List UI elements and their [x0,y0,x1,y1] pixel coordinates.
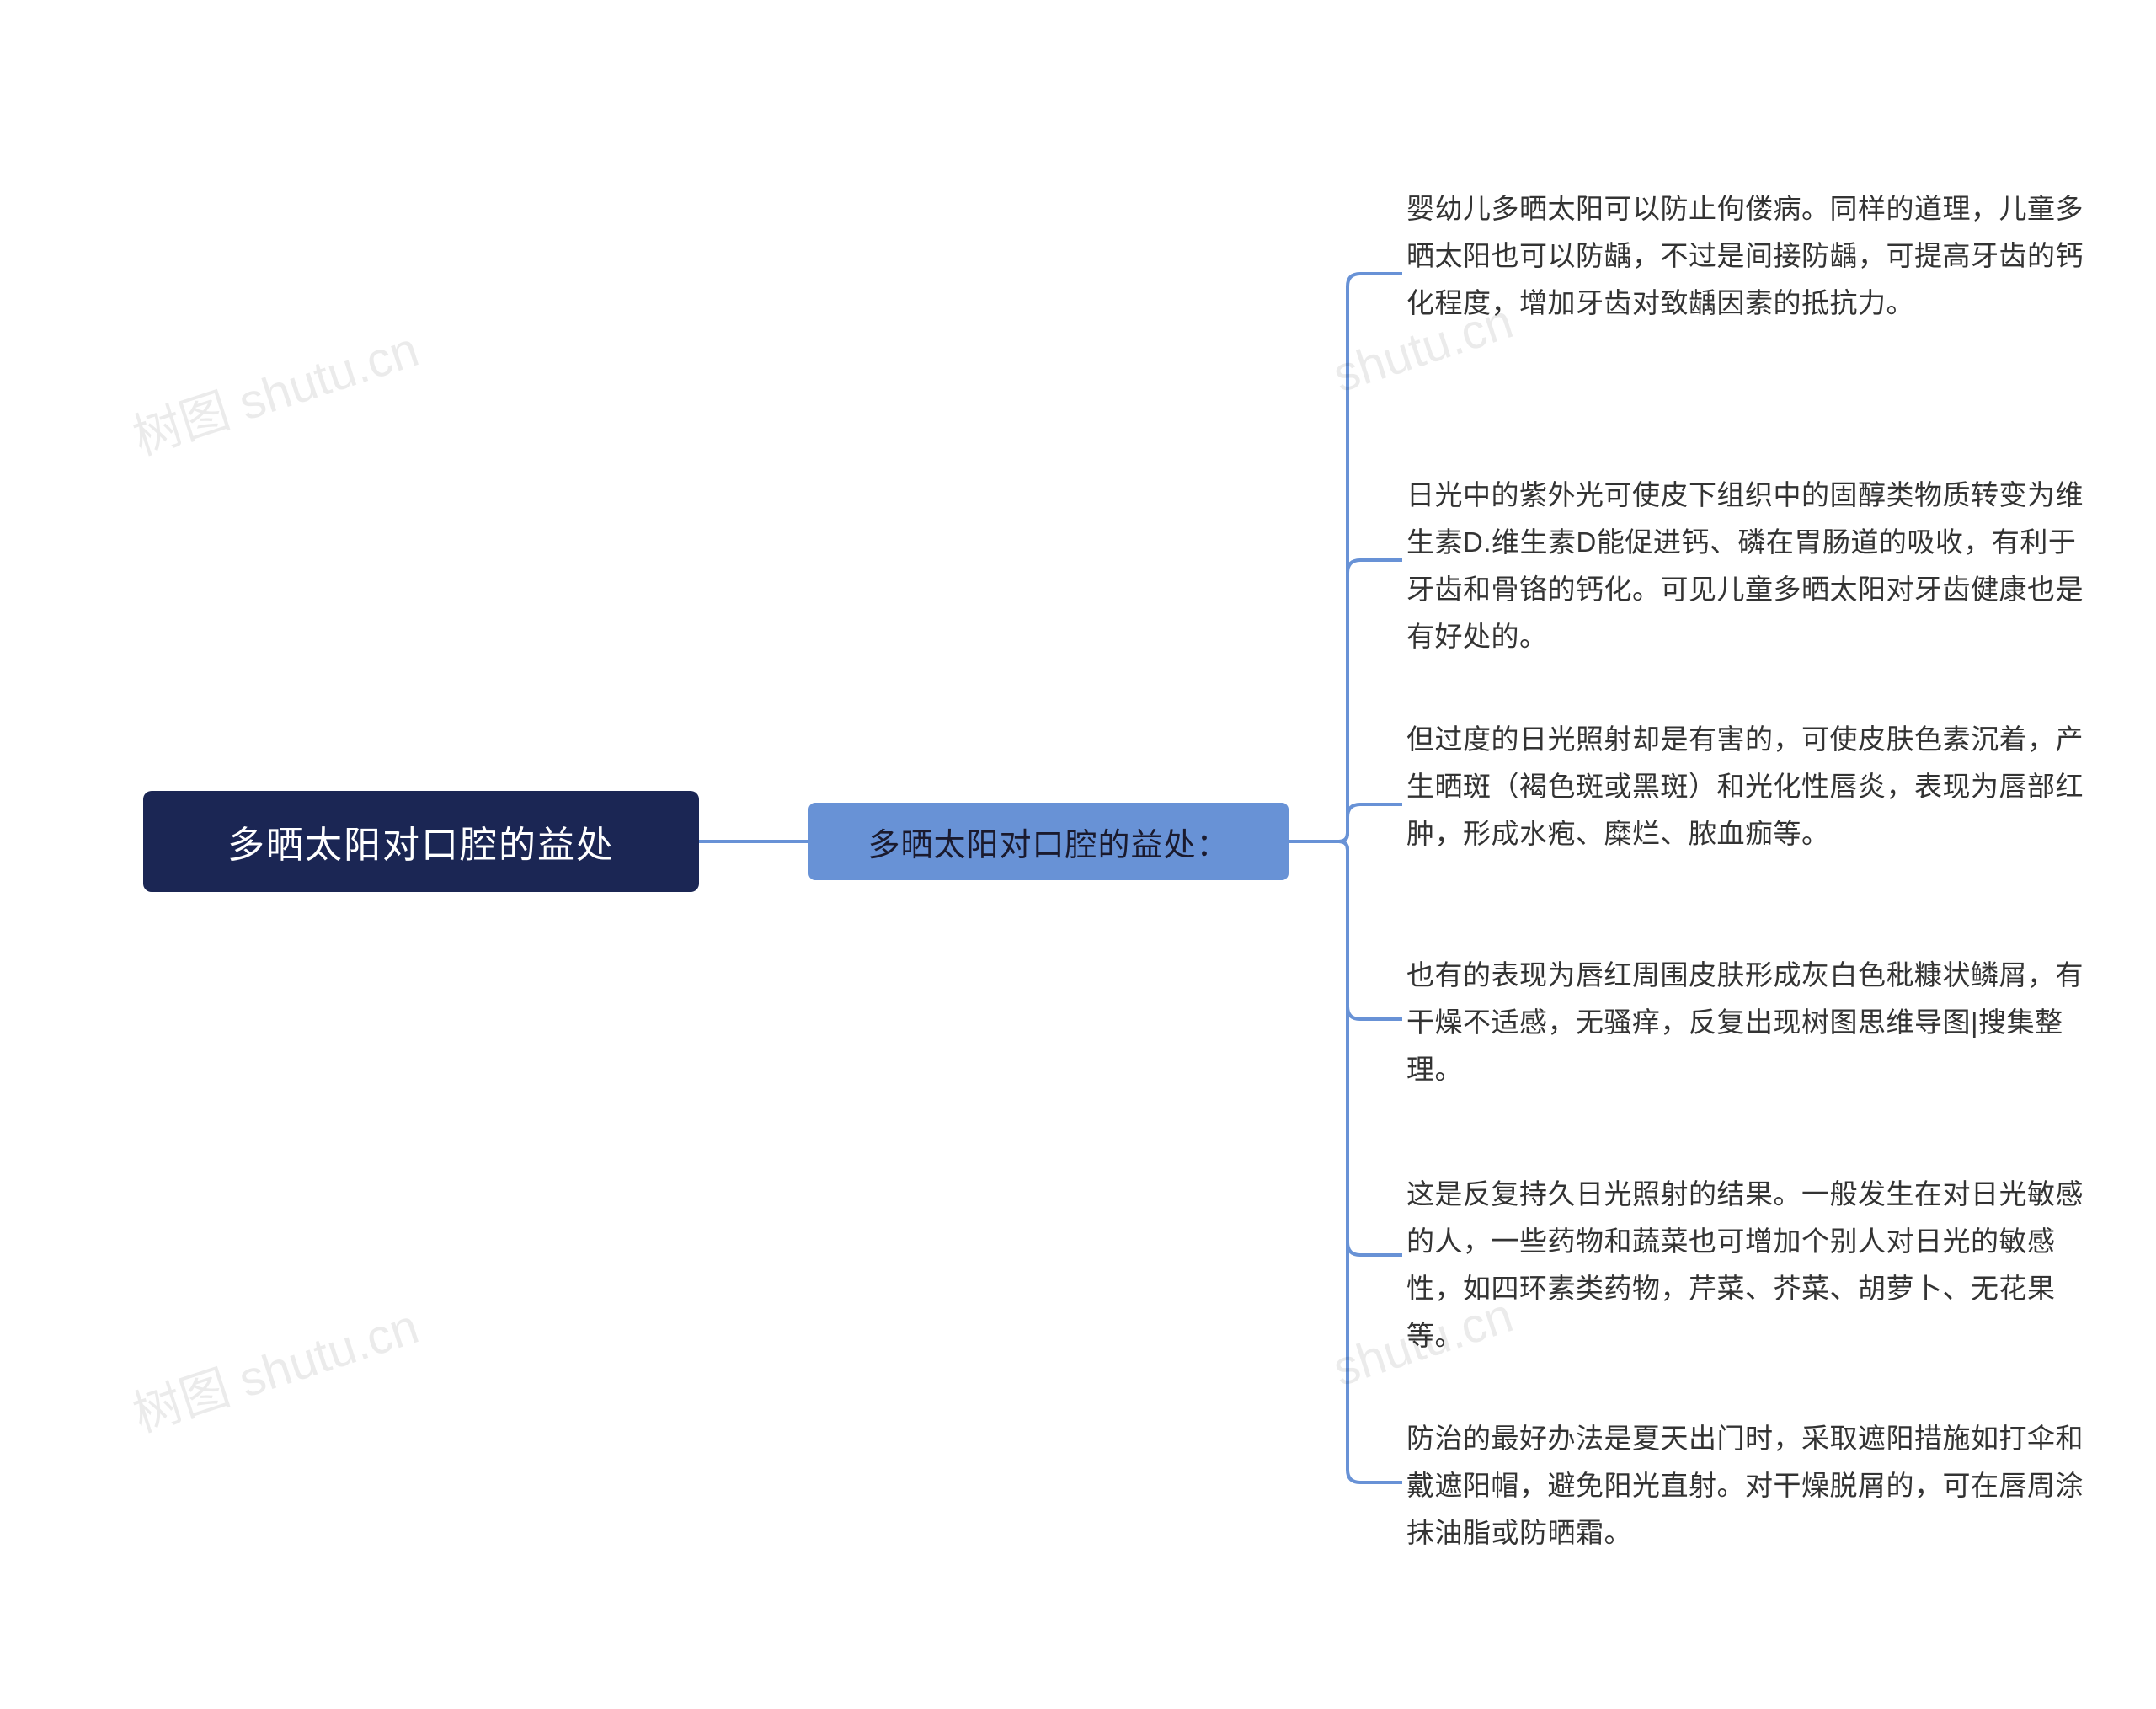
leaf-text: 防治的最好办法是夏天出门时，采取遮阳措施如打伞和戴遮阳帽，避免阳光直射。对干燥脱… [1406,1423,2084,1548]
root-node: 多晒太阳对口腔的益处 [143,791,699,892]
leaf-node: 婴幼儿多晒太阳可以防止佝偻病。同样的道理，儿童多晒太阳也可以防龋，不过是间接防龋… [1406,185,2089,327]
leaf-text: 这是反复持久日光照射的结果。一般发生在对日光敏感的人，一些药物和蔬菜也可增加个别… [1406,1178,2084,1351]
mindmap-diagram: 多晒太阳对口腔的益处 多晒太阳对口腔的益处： 婴幼儿多晒太阳可以防止佝偻病。同样… [0,0,2156,1709]
leaf-node: 这是反复持久日光照射的结果。一般发生在对日光敏感的人，一些药物和蔬菜也可增加个别… [1406,1171,2089,1359]
subtopic-node: 多晒太阳对口腔的益处： [808,803,1289,880]
leaf-node: 防治的最好办法是夏天出门时，采取遮阳措施如打伞和戴遮阳帽，避免阳光直射。对干燥脱… [1406,1415,2089,1557]
root-label: 多晒太阳对口腔的益处 [227,814,615,868]
subtopic-label: 多晒太阳对口腔的益处： [867,819,1229,865]
leaf-text: 日光中的紫外光可使皮下组织中的固醇类物质转变为维生素D.维生素D能促进钙、磷在胃… [1406,479,2084,652]
leaf-node: 日光中的紫外光可使皮下组织中的固醇类物质转变为维生素D.维生素D能促进钙、磷在胃… [1406,472,2089,660]
leaf-node: 但过度的日光照射却是有害的，可使皮肤色素沉着，产生晒斑（褐色斑或黑斑）和光化性唇… [1406,716,2089,857]
leaf-text: 也有的表现为唇红周围皮肤形成灰白色秕糠状鳞屑，有干燥不适感，无骚痒，反复出现树图… [1406,959,2084,1085]
leaf-text: 但过度的日光照射却是有害的，可使皮肤色素沉着，产生晒斑（褐色斑或黑斑）和光化性唇… [1406,724,2084,849]
leaf-text: 婴幼儿多晒太阳可以防止佝偻病。同样的道理，儿童多晒太阳也可以防龋，不过是间接防龋… [1406,193,2084,318]
leaf-node: 也有的表现为唇红周围皮肤形成灰白色秕糠状鳞屑，有干燥不适感，无骚痒，反复出现树图… [1406,952,2089,1093]
